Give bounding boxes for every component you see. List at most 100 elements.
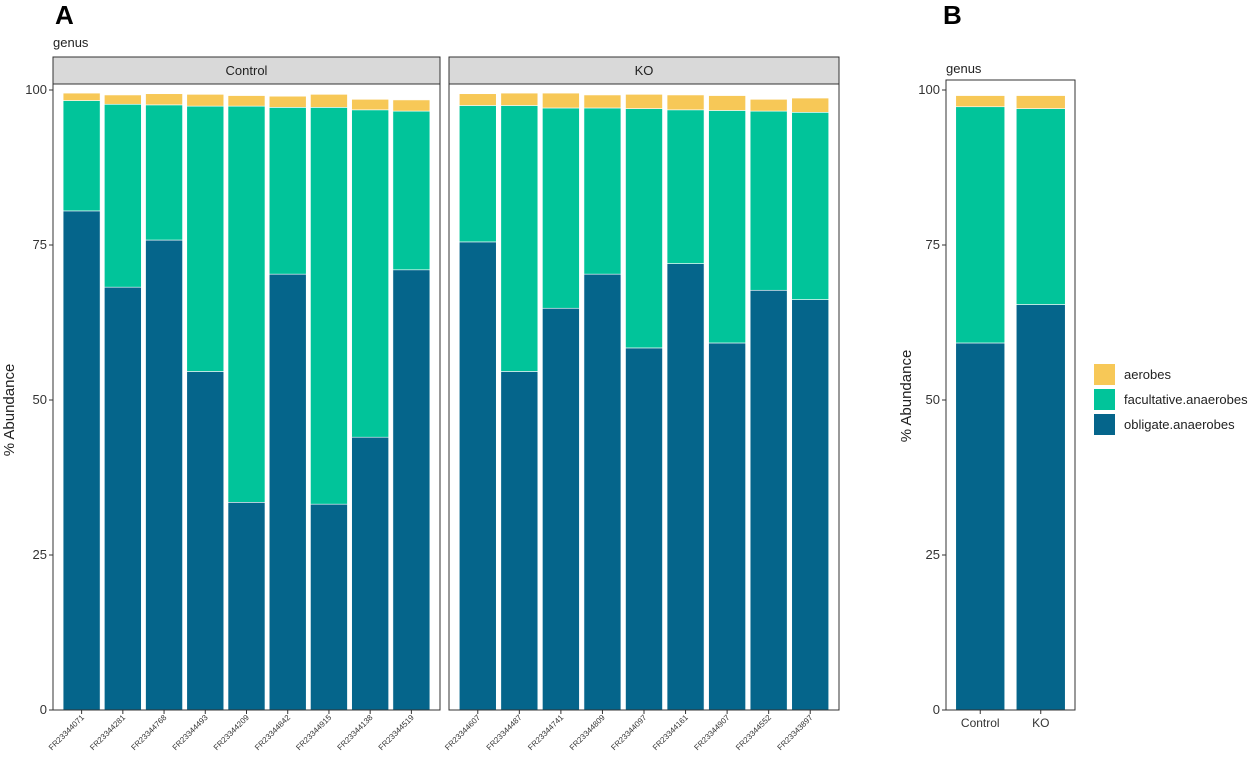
panel-b-bar-control-facultative-anaerobes (955, 106, 1006, 344)
facet-control-bar-fr23344138-facultative-anaerobes (351, 109, 389, 438)
facet-ko-bar-fr23344097-obligate-anaerobes (625, 347, 663, 711)
panel-b-ytick-label-25: 25 (926, 547, 940, 562)
facet-control-bar-fr23344209-facultative-anaerobes (227, 105, 266, 503)
facet-control-label: Control (226, 63, 268, 78)
facet-ko-bar-fr23343897-aerobes (791, 97, 830, 113)
panel-b-xtick-label-control: Control (961, 716, 1000, 730)
facet-control-xtick-label-fr23344071: FR23344071 (47, 713, 86, 752)
panel-b-x-ticks: Control KO (961, 710, 1049, 730)
panel-b-bar-ko-aerobes (1015, 95, 1066, 109)
facet-control-xtick-label-fr23344138: FR23344138 (336, 713, 375, 752)
panel-b-ytick-label-50: 50 (926, 392, 940, 407)
facet-control-bar-fr23344071-obligate-anaerobes (62, 210, 101, 711)
facet-ko-bar-fr23344487-facultative-anaerobes (500, 105, 539, 372)
facet-ko-bar-fr23344161-obligate-anaerobes (666, 263, 705, 711)
facet-ko-bar-fr23344487-aerobes (500, 92, 539, 106)
legend-label-facultative-anaerobes: facultative.anaerobes (1124, 392, 1248, 407)
facet-ko-xtick-label-fr23344487: FR23344487 (485, 713, 524, 752)
facet-control-bar-fr23344209-obligate-anaerobes (227, 501, 266, 711)
facet-ko-xtick-label-fr23344607: FR23344607 (443, 713, 482, 752)
facet-ko-strip (448, 56, 840, 85)
panel-a-ytick-label-75: 75 (33, 237, 47, 252)
facet-control: Control FR23344071 FR23344281 FR23344768 FR… (47, 56, 441, 752)
facet-control-bar-fr23344915-aerobes (310, 94, 348, 108)
facet-control-bar-fr23344519-aerobes (392, 99, 431, 112)
facet-ko-bar-fr23344487-obligate-anaerobes (500, 371, 539, 711)
facet-control-strip (52, 56, 441, 85)
facet-ko-bar-fr23344607-obligate-anaerobes (458, 241, 497, 711)
facet-ko-bar-fr23344097-aerobes (625, 94, 663, 109)
facet-ko-bars (458, 92, 830, 711)
panel-a-ytick-label-50: 50 (33, 392, 47, 407)
panel-a-ytick-label-25: 25 (33, 547, 47, 562)
legend-swatch-facultative-anaerobes (1094, 389, 1115, 410)
panel-a-ylabel: % Abundance (1, 364, 18, 457)
facet-control-bar-fr23344842-facultative-anaerobes (268, 107, 307, 275)
facet-control-bar-fr23344281-facultative-anaerobes (104, 103, 142, 288)
facet-ko-bar-fr23344809-obligate-anaerobes (583, 273, 622, 711)
facet-ko-bar-fr23344161-aerobes (666, 94, 705, 111)
facet-ko-xtick-label-fr23344161: FR23344161 (651, 713, 690, 752)
facet-control-xtick-label-fr23344842: FR23344842 (253, 713, 292, 752)
facet-ko-bar-fr23344607-aerobes (458, 93, 497, 106)
facet-ko-bar-fr23344741-facultative-anaerobes (542, 107, 580, 309)
facet-control-bar-fr23344138-obligate-anaerobes (351, 436, 389, 711)
panel-b-ytick-label-0: 0 (933, 702, 940, 717)
legend-swatch-aerobes (1094, 364, 1115, 385)
panel-b-bar-control-obligate-anaerobes (955, 342, 1006, 711)
facet-ko-bar-fr23344552-obligate-anaerobes (749, 289, 788, 711)
facet-control-bar-fr23344915-obligate-anaerobes (310, 503, 348, 711)
facet-ko-xtick-label-fr23344809: FR23344809 (568, 713, 607, 752)
facet-control-xtick-label-fr23344519: FR23344519 (377, 713, 416, 752)
facet-ko-xtick-label-fr23343897: FR23343897 (776, 713, 815, 752)
facet-ko-bar-fr23343897-facultative-anaerobes (791, 112, 830, 300)
legend-label-aerobes: aerobes (1124, 367, 1171, 382)
panel-b-bar-ko-facultative-anaerobes (1015, 108, 1066, 305)
panel-b-ytick-label-100: 100 (918, 82, 940, 97)
facet-ko-xtick-label-fr23344741: FR23344741 (526, 713, 565, 752)
facet-control-bar-fr23344281-obligate-anaerobes (104, 286, 142, 711)
facet-control-bar-fr23344493-facultative-anaerobes (186, 105, 225, 372)
facet-ko-bar-fr23344809-aerobes (583, 94, 622, 109)
facet-control-bar-fr23344768-obligate-anaerobes (145, 239, 183, 711)
facet-control-bar-fr23344281-aerobes (104, 94, 142, 105)
facet-control-bar-fr23344071-aerobes (62, 92, 101, 101)
panel-b-bar-control-aerobes (955, 95, 1006, 108)
facet-ko-x-ticks: FR23344607 FR23344487 FR23344741 FR23344809… (443, 710, 815, 752)
facet-control-xtick-label-fr23344209: FR23344209 (212, 713, 251, 752)
facet-ko-xtick-label-fr23344097: FR23344097 (609, 713, 648, 752)
facet-control-bar-fr23344842-aerobes (268, 95, 307, 108)
facet-control-bar-fr23344768-aerobes (145, 93, 183, 106)
facet-control-bar-fr23344493-obligate-anaerobes (186, 371, 225, 711)
facet-control-bar-fr23344768-facultative-anaerobes (145, 104, 183, 241)
facet-control-bar-fr23344915-facultative-anaerobes (310, 107, 348, 505)
facet-ko-bar-fr23343897-obligate-anaerobes (791, 299, 830, 711)
facet-ko-xtick-label-fr23344907: FR23344907 (692, 713, 731, 752)
legend-swatch-obligate-anaerobes (1094, 414, 1115, 435)
panel-b-subtitle: genus (946, 61, 982, 76)
facet-ko-xtick-label-fr23344552: FR23344552 (734, 713, 773, 752)
facet-ko-bar-fr23344552-aerobes (749, 99, 788, 112)
facet-control-xtick-label-fr23344768: FR23344768 (129, 713, 168, 752)
panel-a-y-axis: 0 25 50 75 100 (25, 82, 53, 717)
facet-control-bar-fr23344842-obligate-anaerobes (268, 273, 307, 711)
panel-a-ytick-label-100: 100 (25, 82, 47, 97)
panel-letter-b: B (943, 0, 962, 30)
panel-b-ylabel: % Abundance (898, 350, 915, 443)
facet-control-bar-fr23344519-obligate-anaerobes (392, 269, 431, 711)
facet-control-bar-fr23344493-aerobes (186, 94, 225, 107)
facet-control-xtick-label-fr23344281: FR23344281 (88, 713, 127, 752)
facet-control-xtick-label-fr23344915: FR23344915 (294, 713, 333, 752)
facet-control-bar-fr23344138-aerobes (351, 99, 389, 111)
facet-ko-bar-fr23344907-aerobes (708, 95, 746, 111)
panel-b-xtick-label-ko: KO (1032, 716, 1049, 730)
facet-ko-bar-fr23344607-facultative-anaerobes (458, 105, 497, 243)
panel-a-ytick-label-0: 0 (40, 702, 47, 717)
facet-ko-bar-fr23344809-facultative-anaerobes (583, 107, 622, 275)
facet-ko: KO FR23344607 FR23344487 FR23344741 FR23344… (443, 56, 840, 752)
panel-letter-a: A (55, 0, 74, 30)
facet-control-xtick-label-fr23344493: FR23344493 (171, 713, 210, 752)
facet-control-bar-fr23344209-aerobes (227, 95, 266, 107)
facet-control-bar-fr23344071-facultative-anaerobes (62, 100, 101, 212)
facet-control-bars (62, 92, 431, 711)
